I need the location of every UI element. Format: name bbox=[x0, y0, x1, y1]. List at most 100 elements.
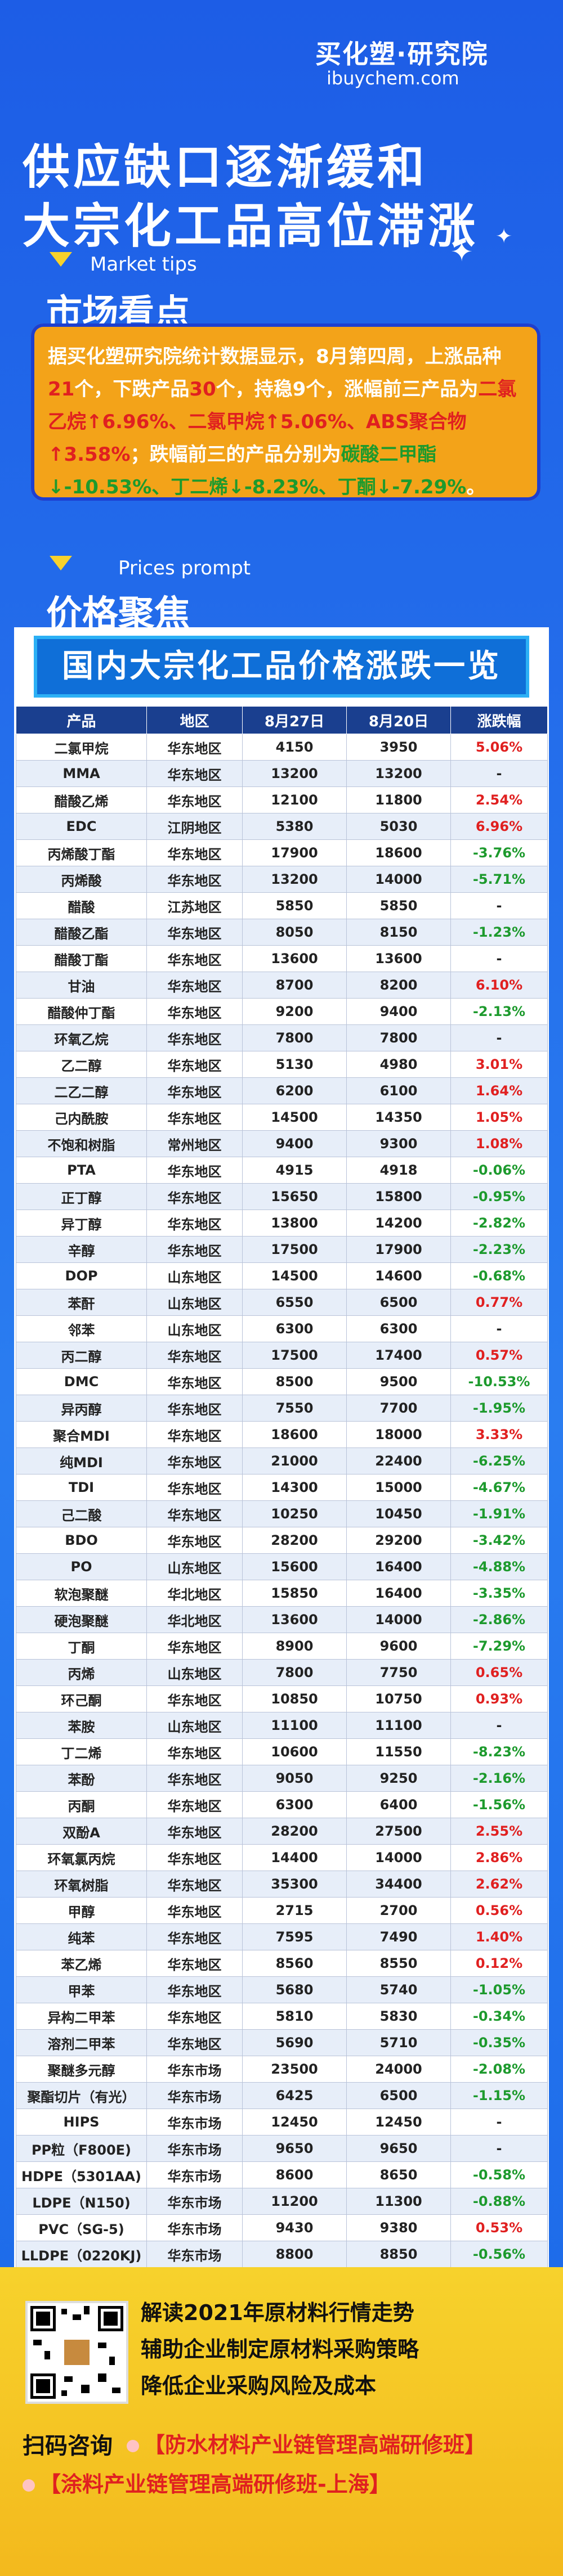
region-cell: 常州地区 bbox=[146, 1130, 243, 1157]
summary-text: 据买化塑研究院统计数据显示，8月第四周，上涨品种 bbox=[48, 345, 502, 368]
region-cell: 华东地区 bbox=[146, 1342, 243, 1369]
table-row: 己内酰胺 华东地区 14500 14350 1.05% bbox=[16, 1104, 548, 1131]
price-aug20-cell: 4918 bbox=[346, 1157, 451, 1184]
table-row: HDPE（5301AA) 华东市场 8600 8650 -0.58% bbox=[16, 2161, 548, 2188]
price-aug20-cell: 2700 bbox=[346, 1897, 451, 1924]
price-aug20-cell: 18600 bbox=[346, 839, 451, 866]
price-aug20-cell: 29200 bbox=[346, 1527, 451, 1554]
change-cell: -1.15% bbox=[450, 2082, 548, 2109]
price-aug20-cell: 9300 bbox=[346, 1130, 451, 1157]
change-cell: 2.54% bbox=[450, 786, 548, 813]
course-link-1[interactable]: 【防水材料产业链管理高端研修班】 bbox=[127, 2427, 486, 2458]
top-gainers: 二氯乙烷↑6.96%、二氯甲烷↑5.06%、ABS聚合物↑3.58% bbox=[48, 378, 517, 466]
region-cell: 华东地区 bbox=[146, 1183, 243, 1210]
region-cell: 华东地区 bbox=[146, 1976, 243, 2003]
column-header: 8月20日 bbox=[346, 706, 451, 734]
region-cell: 华东市场 bbox=[146, 2056, 243, 2083]
price-aug27-cell: 5850 bbox=[242, 892, 347, 919]
table-row: 丙二醇 华东地区 17500 17400 0.57% bbox=[16, 1342, 548, 1369]
product-cell: 丙二醇 bbox=[16, 1342, 147, 1369]
change-cell: 1.05% bbox=[450, 1104, 548, 1131]
price-aug20-cell: 9650 bbox=[346, 2135, 451, 2162]
product-cell: 己二酸 bbox=[16, 1500, 147, 1527]
table-row: 正丁醇 华东地区 15650 15800 -0.95% bbox=[16, 1183, 548, 1210]
table-row: 丙烯酸 华东地区 13200 14000 -5.71% bbox=[16, 866, 548, 893]
table-row: 环氧乙烷 华东地区 7800 7800- bbox=[16, 1024, 548, 1051]
change-cell: -2.86% bbox=[450, 1606, 548, 1633]
product-cell: BDO bbox=[16, 1527, 147, 1554]
price-aug20-cell: 5030 bbox=[346, 813, 451, 840]
price-aug27-cell: 35300 bbox=[242, 1871, 347, 1898]
region-cell: 华东地区 bbox=[146, 1923, 243, 1950]
change-cell: - bbox=[450, 1024, 548, 1051]
price-aug27-cell: 5380 bbox=[242, 813, 347, 840]
product-cell: 辛醇 bbox=[16, 1236, 147, 1263]
change-cell: - bbox=[450, 2109, 548, 2136]
product-cell: 异构二甲苯 bbox=[16, 2003, 147, 2030]
table-row: 二氯甲烷 华东地区 4150 3950 5.06% bbox=[16, 734, 548, 761]
change-cell: -0.68% bbox=[450, 1262, 548, 1289]
table-row: 聚合MDI 华东地区 18600 18000 3.33% bbox=[16, 1421, 548, 1448]
table-row: 溶剂二甲苯 华东地区 5690 5710 -0.35% bbox=[16, 2029, 548, 2056]
price-aug27-cell: 23500 bbox=[242, 2056, 347, 2083]
change-cell: -0.95% bbox=[450, 1183, 548, 1210]
change-cell: -2.13% bbox=[450, 998, 548, 1025]
price-aug27-cell: 28200 bbox=[242, 1818, 347, 1845]
table-row: 甘油 华东地区 8700 8200 6.10% bbox=[16, 972, 548, 999]
change-cell: -2.82% bbox=[450, 1210, 548, 1237]
summary-text: ；跌幅前三的产品分别为 bbox=[130, 443, 341, 466]
price-aug27-cell: 14400 bbox=[242, 1844, 347, 1871]
table-row: 硬泡聚醚 华北地区 13600 14000 -2.86% bbox=[16, 1606, 548, 1633]
price-aug27-cell: 2715 bbox=[242, 1897, 347, 1924]
region-cell: 华东地区 bbox=[146, 1024, 243, 1051]
region-cell: 华东地区 bbox=[146, 1421, 243, 1448]
change-cell: 1.64% bbox=[450, 1077, 548, 1104]
qr-code-icon[interactable] bbox=[25, 2301, 128, 2404]
table-row: 聚醚多元醇 华东市场 23500 24000 -2.08% bbox=[16, 2056, 548, 2083]
product-cell: 邻苯 bbox=[16, 1315, 147, 1342]
prices-tag: Prices prompt bbox=[118, 557, 251, 579]
table-row: 异丁醇 华东地区 13800 14200 -2.82% bbox=[16, 1210, 548, 1237]
change-cell: -1.05% bbox=[450, 1976, 548, 2003]
change-cell: - bbox=[450, 1315, 548, 1342]
price-aug20-cell: 34400 bbox=[346, 1871, 451, 1898]
table-row: 醋酸 江苏地区 5850 5850- bbox=[16, 892, 548, 919]
price-aug27-cell: 7800 bbox=[242, 1024, 347, 1051]
price-aug20-cell: 15000 bbox=[346, 1474, 451, 1501]
region-cell: 华北地区 bbox=[146, 1606, 243, 1633]
price-aug27-cell: 17900 bbox=[242, 839, 347, 866]
table-row: 丙烯酸丁酯 华东地区 17900 18600 -3.76% bbox=[16, 839, 548, 866]
price-aug20-cell: 12450 bbox=[346, 2109, 451, 2136]
down-count: 30 bbox=[189, 378, 216, 401]
table-row: 甲苯 华东地区 5680 5740 -1.05% bbox=[16, 1976, 548, 2003]
promo-line-2: 辅助企业制定原材料采购策略 bbox=[141, 2337, 419, 2362]
region-cell: 华东地区 bbox=[146, 1104, 243, 1131]
price-aug20-cell: 17900 bbox=[346, 1236, 451, 1263]
table-row: 环己酮 华东地区 10850 10750 0.93% bbox=[16, 1685, 548, 1712]
up-count: 21 bbox=[48, 378, 75, 401]
product-cell: DOP bbox=[16, 1262, 147, 1289]
product-cell: 硬泡聚醚 bbox=[16, 1606, 147, 1633]
region-cell: 华东地区 bbox=[146, 1633, 243, 1660]
triangle-marker-icon bbox=[50, 556, 72, 570]
price-aug20-cell: 8200 bbox=[346, 972, 451, 999]
product-cell: 苯胺 bbox=[16, 1712, 147, 1739]
region-cell: 华东地区 bbox=[146, 1051, 243, 1078]
table-title: 国内大宗化工品价格涨跌一览 bbox=[34, 636, 529, 698]
table-row: 苯酚 华东地区 9050 9250 -2.16% bbox=[16, 1765, 548, 1792]
price-aug27-cell: 9650 bbox=[242, 2135, 347, 2162]
price-table: 产品 地区 8月27日 8月20日 涨跌幅 二氯甲烷 华东地区 4150 3950 5.06% M… bbox=[16, 706, 548, 2321]
region-cell: 山东地区 bbox=[146, 1262, 243, 1289]
price-aug20-cell: 6500 bbox=[346, 1289, 451, 1316]
product-cell: 聚醚多元醇 bbox=[16, 2056, 147, 2083]
course-link-2[interactable]: 【涂料产业链管理高端研修班-上海】 bbox=[23, 2467, 391, 2498]
price-aug20-cell: 8650 bbox=[346, 2161, 451, 2188]
region-cell: 华东地区 bbox=[146, 1210, 243, 1237]
price-aug27-cell: 15850 bbox=[242, 1580, 347, 1607]
price-aug27-cell: 6200 bbox=[242, 1077, 347, 1104]
table-row: 乙二醇 华东地区 5130 4980 3.01% bbox=[16, 1051, 548, 1078]
product-cell: LDPE（N150) bbox=[16, 2188, 147, 2215]
region-cell: 华东地区 bbox=[146, 972, 243, 999]
table-row: DMC 华东地区 8500 9500 -10.53% bbox=[16, 1368, 548, 1395]
product-cell: 甲醇 bbox=[16, 1897, 147, 1924]
